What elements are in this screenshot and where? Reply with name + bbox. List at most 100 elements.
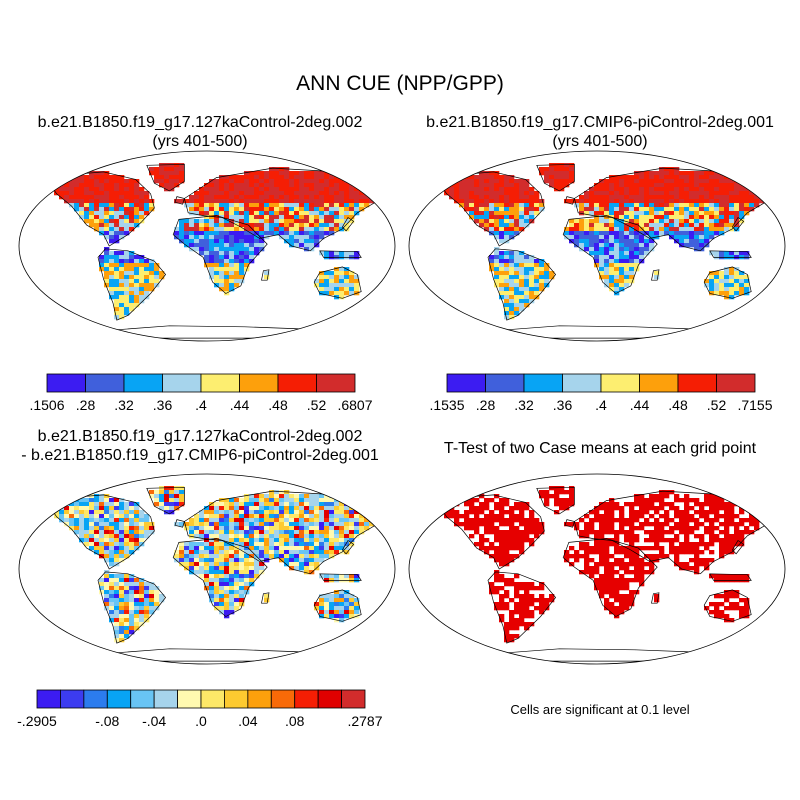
map-cell [534,291,540,296]
map-cell [119,259,125,264]
colorbar-box [123,373,163,393]
map-cell [119,546,125,551]
map-cell [514,574,520,579]
map-cell [314,506,320,511]
map-cell [769,179,775,184]
colorbar-box [130,689,155,709]
map-cell [329,602,335,607]
map-cell [514,582,520,587]
map-cell [149,606,155,611]
map-cell [684,538,690,543]
map-cell [709,538,715,543]
map-cell [704,231,710,236]
map-cell [294,518,300,523]
map-cell [564,502,570,507]
map-cell [84,538,90,543]
map-cell [724,542,730,547]
map-cell [609,574,615,579]
map-cell [654,171,660,176]
map-cell [284,179,290,184]
map-cell [514,255,520,260]
map-cell [714,594,720,599]
map-cell [639,510,645,515]
map-cell [194,546,200,551]
map-cell [124,203,130,208]
map-cell [84,187,90,192]
map-cell [129,586,135,591]
map-cell [274,494,280,499]
map-cell [174,175,180,180]
map-cell [739,538,745,543]
map-cell [149,594,155,599]
map-cell [194,514,200,519]
map-cell [644,199,650,204]
map-cell [299,546,305,551]
map-cell [104,502,110,507]
map-cell [524,534,530,539]
map-cell [144,207,150,212]
map-cell [539,171,545,176]
map-cell [199,522,205,527]
map-cell [624,538,630,543]
map-border [408,473,786,665]
map-cell [189,522,195,527]
map-cell [149,582,155,587]
map-cell [214,530,220,535]
map-cell [634,255,640,260]
map-cell [209,526,215,531]
map-cell [354,191,360,196]
map-cell [124,626,130,631]
map-cell [104,534,110,539]
map-cell [324,554,330,559]
map-cell [119,590,125,595]
map-cell [614,207,620,212]
map-cell [459,191,465,196]
map-cell [544,179,550,184]
map-cell [44,498,50,503]
map-cell [374,187,380,192]
map-cell [734,283,740,288]
map-cell [59,518,65,523]
map-cell [334,183,340,188]
map-cell [229,590,235,595]
map-cell [504,259,510,264]
map-cell [534,199,540,204]
map-cell [329,594,335,599]
map-cell [639,558,645,563]
map-cell [269,199,275,204]
map-cell [729,534,735,539]
map-cell [109,614,115,619]
map-cell [629,518,635,523]
map-cell [734,534,740,539]
map-cell [119,255,125,260]
map-cell [514,502,520,507]
map-cell [69,195,75,200]
map-cell [654,510,660,515]
map-cell [84,514,90,519]
map-cell [334,251,340,256]
map-cell [244,558,250,563]
map-cell [569,522,575,527]
map-cell [444,175,450,180]
map-cell [49,502,55,507]
map-cell [539,530,545,535]
map-cell [219,514,225,519]
map-cell [199,191,205,196]
map-cell [489,187,495,192]
map-cell [49,506,55,511]
map-cell [89,542,95,547]
map-cell [259,211,265,216]
map-cell [104,598,110,603]
map-cell [614,191,620,196]
map-cell [264,203,270,208]
colorbar-label: -.04 [142,713,166,729]
map-cell [654,195,660,200]
map-cell [104,582,110,587]
map-cell [524,526,530,531]
map-cell [544,263,550,268]
map-cell [179,235,185,240]
map-cell [119,498,125,503]
map-cell [664,175,670,180]
map-cell [289,498,295,503]
map-cell [514,279,520,284]
